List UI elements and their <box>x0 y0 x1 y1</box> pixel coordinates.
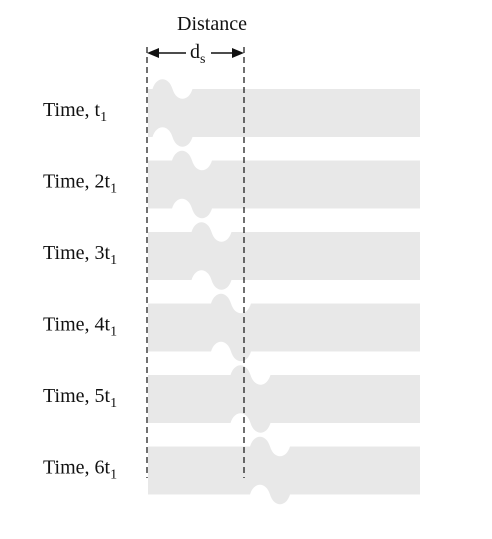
time-label-6: Time, 6t1 <box>43 457 117 483</box>
pulse-band-5 <box>148 365 420 433</box>
time-label-3: Time, 3t1 <box>43 242 117 268</box>
time-label-4: Time, 4t1 <box>43 314 117 340</box>
pulse-bands <box>148 79 420 505</box>
pulse-band-1 <box>148 79 420 147</box>
time-label-5: Time, 5t1 <box>43 385 117 411</box>
ds-label: ds <box>190 41 205 67</box>
ds-dimension: ds <box>147 41 244 67</box>
ds-arrow-right-head <box>232 48 244 58</box>
time-labels: Time, t1 Time, 2t1 Time, 3t1 Time, 4t1 Time,… <box>43 99 117 483</box>
distance-label: Distance <box>177 13 247 35</box>
ds-arrow-left-head <box>147 48 159 58</box>
pulse-band-3 <box>148 222 420 290</box>
time-label-2: Time, 2t1 <box>43 171 117 197</box>
pulse-band-6 <box>148 436 420 505</box>
time-label-1: Time, t1 <box>43 99 107 125</box>
pulse-band-2 <box>148 150 420 219</box>
pulse-band-4 <box>148 293 420 362</box>
